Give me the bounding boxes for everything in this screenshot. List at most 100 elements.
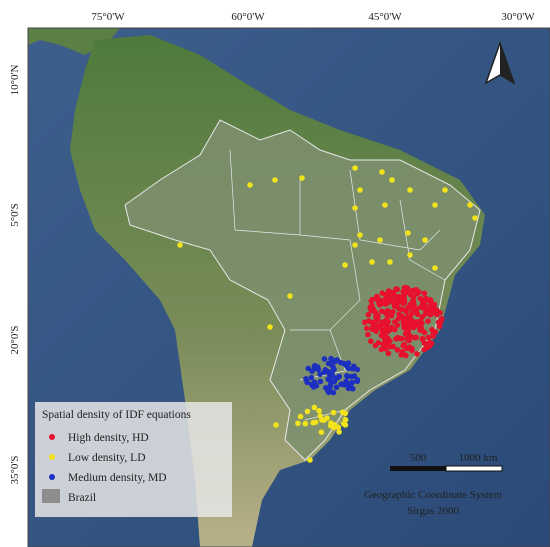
station: [414, 311, 421, 318]
station-dots: [177, 165, 478, 463]
station: [467, 202, 473, 208]
scale-label: 1000 km: [459, 452, 498, 464]
station: [417, 295, 424, 302]
map-frame: [27, 27, 550, 547]
station: [389, 177, 395, 183]
lon-label: 60°0'W: [231, 11, 265, 23]
station: [333, 384, 340, 391]
station: [309, 368, 315, 374]
station: [384, 313, 391, 319]
lat-label: 5°0'S: [9, 203, 21, 227]
station: [422, 237, 428, 243]
scale-label: 500: [410, 452, 427, 464]
station: [357, 187, 363, 193]
station: [414, 351, 420, 357]
station: [417, 323, 424, 330]
station: [363, 325, 370, 332]
station: [318, 429, 325, 435]
station: [316, 408, 322, 414]
station: [393, 286, 400, 292]
station: [308, 374, 315, 381]
station: [389, 289, 395, 296]
station: [350, 365, 356, 372]
station: [400, 315, 407, 322]
station: [304, 408, 311, 415]
graticule-labels: 75°0'W 60°0'W 45°0'W 30°0'W 10°0'N 5°0'S 20°0'…: [9, 11, 535, 485]
station: [352, 242, 358, 248]
station: [369, 324, 376, 330]
station: [348, 373, 355, 380]
station: [421, 290, 428, 297]
station: [426, 343, 433, 349]
station: [330, 364, 336, 370]
station: [287, 293, 293, 299]
station: [387, 326, 394, 333]
station: [352, 205, 358, 211]
station: [368, 338, 374, 345]
scale-bar: [390, 465, 503, 472]
station: [394, 347, 401, 353]
station: [336, 373, 343, 380]
station: [295, 420, 301, 427]
station: [425, 334, 432, 341]
station: [399, 335, 405, 342]
station: [325, 376, 331, 382]
legend-swatch: [49, 434, 55, 440]
station: [419, 314, 426, 320]
station: [382, 301, 389, 307]
brazil: [124, 119, 481, 461]
legend-box: [35, 402, 232, 517]
station: [374, 322, 381, 329]
station: [428, 300, 434, 306]
station: [384, 335, 391, 342]
legend-swatch: [49, 474, 55, 480]
station: [331, 422, 338, 428]
station: [372, 342, 379, 349]
station: [425, 318, 431, 324]
lat-label: 10°0'N: [9, 65, 21, 96]
station: [373, 296, 380, 302]
station: [312, 419, 319, 425]
station: [409, 308, 416, 315]
station: [339, 381, 346, 388]
station: [427, 309, 433, 315]
station: [395, 316, 402, 322]
station: [349, 379, 355, 386]
station: [401, 299, 408, 306]
station: [393, 299, 400, 306]
station: [401, 284, 408, 291]
station: [317, 378, 324, 385]
station: [421, 329, 428, 336]
lat-label: 35°0'S: [9, 456, 21, 485]
station: [331, 378, 338, 385]
legend-items: High density, HD Low density, LD Medium de…: [42, 432, 167, 504]
station: [305, 365, 312, 372]
station: [382, 202, 388, 208]
lon-label: 75°0'W: [91, 11, 125, 23]
station: [272, 177, 278, 183]
station: [472, 215, 478, 221]
station: [405, 230, 411, 236]
station: [410, 297, 416, 303]
station: [247, 182, 253, 188]
station: [340, 421, 347, 427]
legend-label: Low density, LD: [68, 452, 146, 464]
station: [345, 385, 352, 392]
station: [385, 350, 392, 357]
lat-label: 20°0'S: [9, 326, 21, 355]
station: [321, 369, 328, 375]
station: [394, 322, 401, 328]
station: [381, 332, 387, 339]
station: [421, 299, 428, 305]
station: [379, 169, 385, 175]
station: [392, 326, 398, 333]
station: [342, 262, 348, 268]
station: [413, 334, 420, 341]
station: [352, 165, 358, 171]
station: [404, 305, 411, 312]
station: [321, 417, 327, 423]
station: [385, 319, 391, 326]
station: [341, 360, 347, 367]
legend-label: Medium density, MD: [68, 472, 167, 484]
